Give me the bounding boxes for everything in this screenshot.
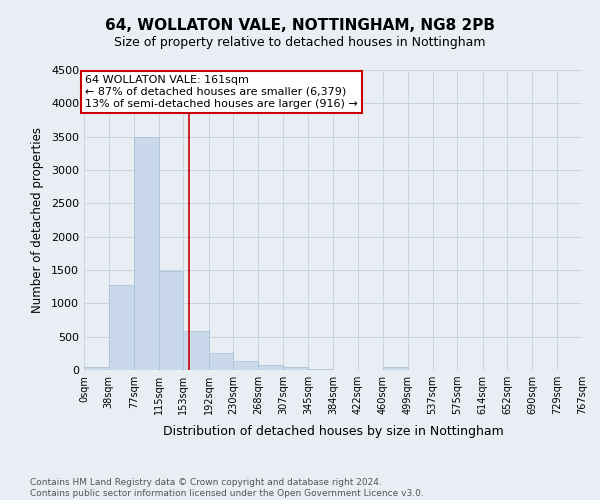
Text: Contains HM Land Registry data © Crown copyright and database right 2024.
Contai: Contains HM Land Registry data © Crown c… — [30, 478, 424, 498]
Bar — [134, 136, 158, 370]
Bar — [383, 368, 408, 370]
Bar — [158, 272, 184, 370]
Bar — [233, 360, 258, 370]
Text: Size of property relative to detached houses in Nottingham: Size of property relative to detached ho… — [114, 36, 486, 49]
Bar — [283, 366, 308, 370]
Text: 64 WOLLATON VALE: 161sqm
← 87% of detached houses are smaller (6,379)
13% of sem: 64 WOLLATON VALE: 161sqm ← 87% of detach… — [85, 76, 358, 108]
Y-axis label: Number of detached properties: Number of detached properties — [31, 127, 44, 313]
Bar — [184, 332, 209, 370]
Text: 64, WOLLATON VALE, NOTTINGHAM, NG8 2PB: 64, WOLLATON VALE, NOTTINGHAM, NG8 2PB — [105, 18, 495, 32]
Bar — [109, 284, 134, 370]
Bar — [209, 354, 233, 370]
Bar — [258, 364, 283, 370]
Bar — [84, 368, 109, 370]
X-axis label: Distribution of detached houses by size in Nottingham: Distribution of detached houses by size … — [163, 426, 503, 438]
